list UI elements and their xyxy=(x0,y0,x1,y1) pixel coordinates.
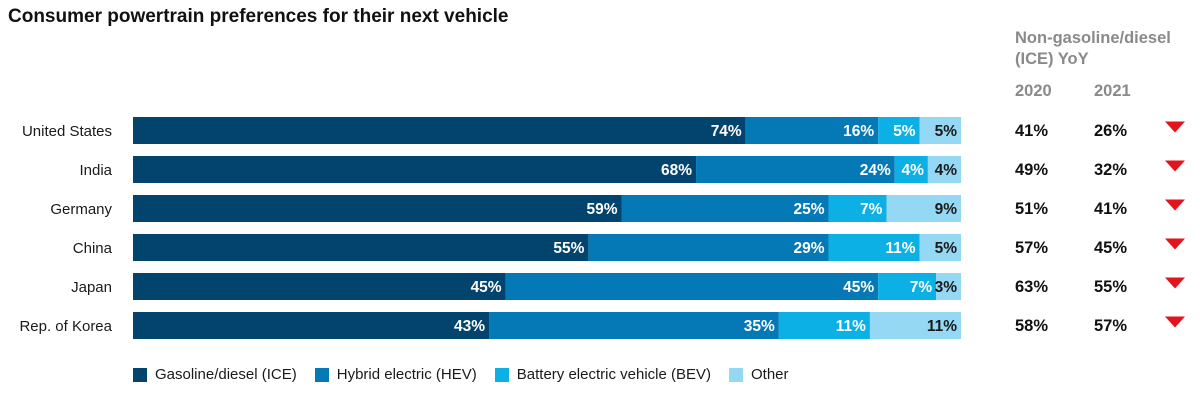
bar-united-states-battery-electric-vehicle-bev xyxy=(878,117,920,144)
legend-label-hev: Hybrid electric (HEV) xyxy=(336,366,477,383)
bar-label-india-1: 24% xyxy=(860,162,891,179)
yoy-2021-japan: 55% xyxy=(1094,278,1127,296)
bar-label-united-states-3: 5% xyxy=(935,123,958,140)
bar-rep-of-korea-hybrid-electric-hev xyxy=(489,312,779,339)
yoy-year-2020: 2020 xyxy=(1015,82,1052,100)
bar-united-states-other xyxy=(919,117,961,144)
category-label-india: India xyxy=(79,162,112,179)
bar-label-rep-of-korea-0: 43% xyxy=(454,318,485,335)
category-label-china: China xyxy=(73,240,113,257)
bar-label-china-3: 5% xyxy=(935,240,958,257)
bar-label-united-states-2: 5% xyxy=(893,123,916,140)
bar-label-germany-3: 9% xyxy=(935,201,958,218)
legend-swatch-bev xyxy=(494,367,509,382)
legend-label-ice: Gasoline/diesel (ICE) xyxy=(155,366,297,383)
bar-label-rep-of-korea-2: 11% xyxy=(836,318,866,335)
bar-rep-of-korea-gasoline-diesel-ice xyxy=(133,312,490,339)
bar-united-states-hybrid-electric-hev xyxy=(745,117,879,144)
legend: Gasoline/diesel (ICE) Hybrid electric (H… xyxy=(133,366,789,383)
trend-down-arrow-icon xyxy=(1165,121,1185,133)
bar-japan-hybrid-electric-hev xyxy=(505,273,879,300)
bar-label-india-2: 4% xyxy=(901,162,924,179)
bar-label-china-1: 29% xyxy=(793,240,824,257)
bar-germany-other xyxy=(886,195,961,222)
yoy-2020-india: 49% xyxy=(1015,161,1048,179)
legend-swatch-other xyxy=(729,367,743,382)
bar-label-china-2: 11% xyxy=(885,240,915,257)
yoy-2021-india: 32% xyxy=(1094,161,1127,179)
yoy-2020-japan: 63% xyxy=(1015,278,1048,296)
bar-label-japan-3: 3% xyxy=(935,279,958,296)
bar-label-germany-1: 25% xyxy=(793,201,824,218)
category-label-united-states: United States xyxy=(22,123,112,140)
bar-label-united-states-1: 16% xyxy=(843,123,874,140)
category-label-rep-of-korea: Rep. of Korea xyxy=(19,318,112,335)
bar-india-hybrid-electric-hev xyxy=(696,156,895,183)
bar-label-china-0: 55% xyxy=(553,240,584,257)
bar-china-battery-electric-vehicle-bev xyxy=(828,234,920,261)
bar-label-india-0: 68% xyxy=(661,162,692,179)
bar-india-gasoline-diesel-ice xyxy=(133,156,697,183)
yoy-2021-germany: 41% xyxy=(1094,200,1127,218)
yoy-2020-germany: 51% xyxy=(1015,200,1048,218)
category-label-germany: Germany xyxy=(50,201,112,218)
yoy-2020-rep-of-korea: 58% xyxy=(1015,317,1048,335)
yoy-year-2021: 2021 xyxy=(1094,82,1131,100)
legend-swatch-ice xyxy=(133,367,147,382)
legend-label-other: Other xyxy=(751,366,789,383)
bar-india-battery-electric-vehicle-bev xyxy=(894,156,928,183)
bar-china-hybrid-electric-hev xyxy=(588,234,829,261)
bar-label-germany-0: 59% xyxy=(586,201,617,218)
legend-item-hev: Hybrid electric (HEV) xyxy=(314,366,477,383)
bar-china-other xyxy=(919,234,961,261)
trend-down-arrow-icon xyxy=(1165,277,1185,289)
bar-rep-of-korea-battery-electric-vehicle-bev xyxy=(778,312,870,339)
bar-japan-gasoline-diesel-ice xyxy=(133,273,506,300)
bar-label-rep-of-korea-3: 11% xyxy=(927,318,957,335)
trend-down-arrow-icon xyxy=(1165,238,1185,250)
bar-rep-of-korea-other xyxy=(869,312,961,339)
bar-japan-battery-electric-vehicle-bev xyxy=(878,273,937,300)
bar-germany-hybrid-electric-hev xyxy=(621,195,829,222)
yoy-2021-rep-of-korea: 57% xyxy=(1094,317,1127,335)
yoy-heading: Non-gasoline/diesel (ICE) YoY xyxy=(1015,29,1171,68)
bar-label-india-3: 4% xyxy=(935,162,958,179)
bar-label-rep-of-korea-1: 35% xyxy=(744,318,775,335)
bar-china-gasoline-diesel-ice xyxy=(133,234,589,261)
trend-down-arrow-icon xyxy=(1165,316,1185,328)
bar-germany-battery-electric-vehicle-bev xyxy=(828,195,887,222)
legend-item-other: Other xyxy=(729,366,789,383)
yoy-2021-china: 45% xyxy=(1094,239,1127,257)
yoy-2020-china: 57% xyxy=(1015,239,1048,257)
bar-india-other xyxy=(927,156,961,183)
legend-label-bev: Battery electric vehicle (BEV) xyxy=(516,366,711,383)
category-label-japan: Japan xyxy=(71,279,112,296)
bar-japan-other xyxy=(936,273,961,300)
yoy-2020-united-states: 41% xyxy=(1015,122,1048,140)
bar-germany-gasoline-diesel-ice xyxy=(133,195,622,222)
bar-united-states-gasoline-diesel-ice xyxy=(133,117,746,144)
bar-label-germany-2: 7% xyxy=(860,201,883,218)
bar-label-japan-1: 45% xyxy=(843,279,874,296)
yoy-2021-united-states: 26% xyxy=(1094,122,1127,140)
chart-title: Consumer powertrain preferences for thei… xyxy=(8,6,509,27)
bar-label-japan-2: 7% xyxy=(910,279,933,296)
legend-item-ice: Gasoline/diesel (ICE) xyxy=(133,366,297,383)
trend-down-arrow-icon xyxy=(1165,160,1185,172)
bar-label-united-states-0: 74% xyxy=(711,123,742,140)
bar-label-japan-0: 45% xyxy=(471,279,502,296)
trend-down-arrow-icon xyxy=(1165,199,1185,211)
legend-item-bev: Battery electric vehicle (BEV) xyxy=(494,366,711,383)
legend-swatch-hev xyxy=(314,367,329,382)
